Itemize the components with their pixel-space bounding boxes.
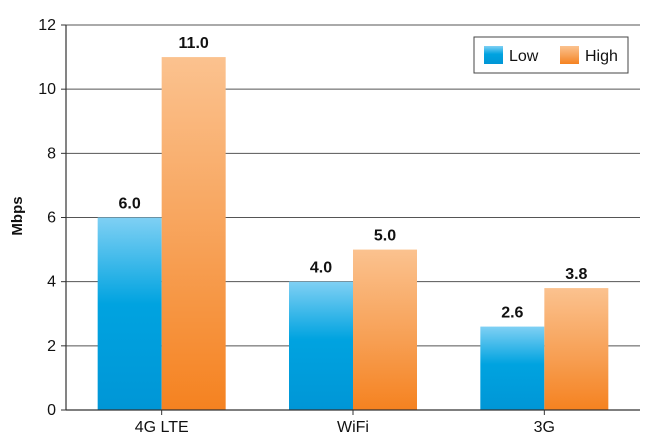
x-tick-label: WiFi (337, 419, 369, 436)
bar-high (161, 57, 226, 410)
y-tick-label: 12 (38, 17, 56, 34)
bars (97, 57, 609, 410)
y-tick-label: 6 (47, 210, 56, 227)
y-tick-label: 0 (47, 402, 56, 419)
bar-low (97, 217, 162, 410)
y-tick-label: 2 (47, 338, 56, 355)
axes (61, 24, 640, 415)
value-label: 4.0 (310, 260, 332, 277)
value-label: 3.8 (565, 266, 587, 283)
bar-low (289, 281, 353, 410)
value-label: 5.0 (374, 228, 396, 245)
legend-swatch-low (484, 46, 503, 64)
y-tick-label: 8 (47, 145, 56, 162)
legend-label-high: High (585, 48, 618, 65)
labels: 0 2 4 6 8 10 12 6.0 11.0 4G LTE 4.0 5.0 WiFi 2.6 3.8 3G (38, 17, 587, 436)
bar-low (480, 326, 545, 410)
x-tick-label: 4G LTE (135, 419, 189, 436)
x-tick-label: 3G (534, 419, 555, 436)
bar-high (544, 288, 609, 410)
y-tick-label: 10 (38, 81, 56, 98)
legend-label-low: Low (509, 48, 539, 65)
value-label: 11.0 (179, 35, 209, 52)
legend: Low High (473, 36, 629, 74)
y-axis-title: Mbps (9, 196, 26, 235)
value-label: 2.6 (501, 305, 523, 322)
bar-high (353, 249, 417, 410)
y-tick-label: 4 (47, 274, 56, 291)
legend-swatch-high (560, 46, 579, 64)
value-label: 6.0 (119, 196, 141, 213)
